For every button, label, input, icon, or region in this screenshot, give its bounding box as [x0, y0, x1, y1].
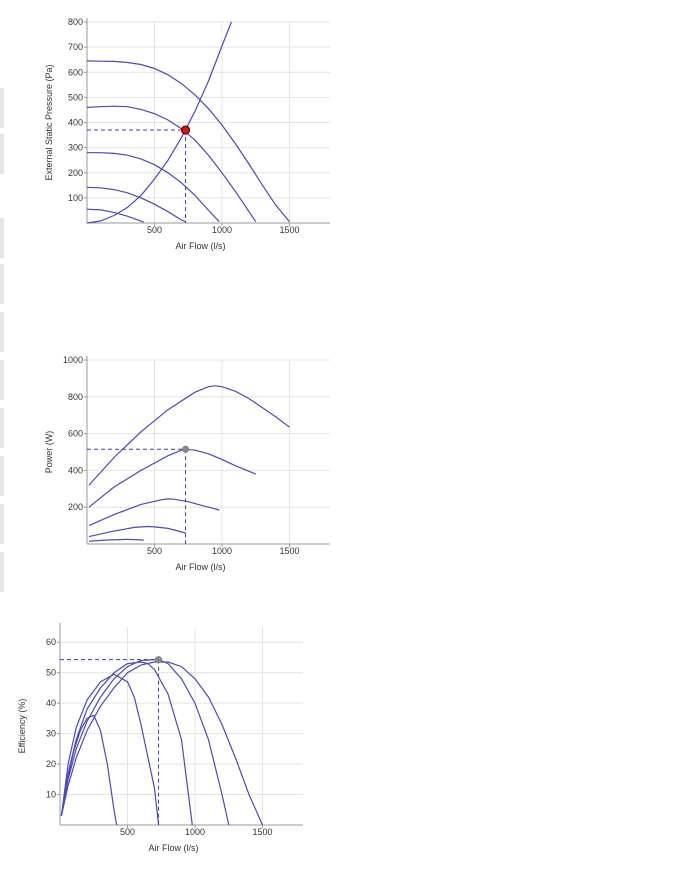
series-line — [86, 60, 290, 223]
efficiency-chart: 500 1000 1500 10 20 30 40 50 60 Air Flow (l/s) Eff… — [17, 623, 303, 853]
y-tick-label: 60 — [46, 637, 56, 647]
y-tick-label: 40 — [46, 698, 56, 708]
y-tick-label: 200 — [68, 168, 83, 178]
left-edge-strip — [0, 408, 4, 448]
x-tick-label: 1000 — [212, 546, 232, 556]
x-axis-label: Air Flow (l/s) — [176, 562, 226, 572]
series-line — [88, 448, 257, 508]
operating-point-marker — [180, 125, 191, 135]
x-axis-label: Air Flow (l/s) — [176, 241, 226, 251]
y-tick-label: 800 — [68, 392, 83, 402]
series-line — [86, 208, 144, 223]
y-tick-label: 700 — [68, 42, 83, 52]
x-tick-label: 1500 — [279, 546, 299, 556]
series-line — [86, 105, 257, 223]
series-line — [88, 538, 144, 542]
y-tick-label: 300 — [68, 143, 83, 153]
x-tick-label: 1000 — [185, 827, 205, 837]
left-edge-strip — [0, 88, 4, 128]
y-axis-label: External Static Pressure (Pa) — [44, 64, 54, 180]
y-tick-label: 600 — [68, 429, 83, 439]
left-edge-strip — [0, 360, 4, 400]
y-tick-label: 10 — [46, 790, 56, 800]
left-edge-strip — [0, 218, 4, 258]
series-line — [86, 21, 232, 224]
series-line — [88, 385, 290, 486]
left-edge-strip — [0, 264, 4, 304]
y-tick-label: 800 — [68, 17, 83, 27]
power-chart: 500 1000 1500 200 400 600 800 1000 Air Flow (l/s… — [44, 355, 330, 572]
y-axis-label: Power (W) — [44, 431, 54, 474]
operating-point-marker — [182, 445, 190, 453]
y-tick-label: 400 — [68, 465, 83, 475]
y-tick-label: 1000 — [63, 355, 83, 365]
x-tick-label: 1500 — [279, 225, 299, 235]
current-chart: 500100015000.511.522.533.544.5Air Flow (… — [349, 0, 698, 275]
x-tick-label: 1500 — [252, 827, 272, 837]
series-line — [60, 673, 160, 826]
operating-point-marker — [155, 656, 163, 664]
x-tick-label: 500 — [147, 546, 162, 556]
y-tick-label: 50 — [46, 668, 56, 678]
left-edge-strip — [0, 312, 4, 352]
y-tick-label: 200 — [68, 502, 83, 512]
series-line — [60, 714, 118, 826]
pressure-chart: 500 1000 1500 100 200 300 400 500 600 700 800 Air F… — [44, 17, 330, 251]
y-tick-label: 100 — [68, 193, 83, 203]
y-tick-label: 400 — [68, 118, 83, 128]
y-tick-label: 30 — [46, 729, 56, 739]
x-tick-label: 500 — [147, 225, 162, 235]
y-tick-label: 600 — [68, 67, 83, 77]
left-edge-strip — [0, 504, 4, 544]
speed-chart: 5001000150050010001500Air Flow (l/s)Spee… — [349, 330, 698, 590]
left-edge-strip — [0, 134, 4, 174]
x-tick-label: 1000 — [212, 225, 232, 235]
left-edge-strip — [0, 456, 4, 496]
y-tick-label: 500 — [68, 92, 83, 102]
x-tick-label: 500 — [120, 827, 135, 837]
y-tick-label: 20 — [46, 759, 56, 769]
series-line — [87, 152, 220, 223]
series-line — [88, 525, 186, 538]
series-line — [60, 661, 193, 826]
y-axis-label: Efficiency (%) — [17, 699, 27, 754]
sfp-chart: 5001000150012345Air Flow (l/s)SFP (kW/m3… — [349, 610, 698, 881]
x-axis-label: Air Flow (l/s) — [149, 843, 199, 853]
series-line — [88, 498, 220, 527]
series-line — [60, 661, 264, 826]
series-line — [86, 186, 186, 223]
left-edge-strip — [0, 552, 4, 592]
